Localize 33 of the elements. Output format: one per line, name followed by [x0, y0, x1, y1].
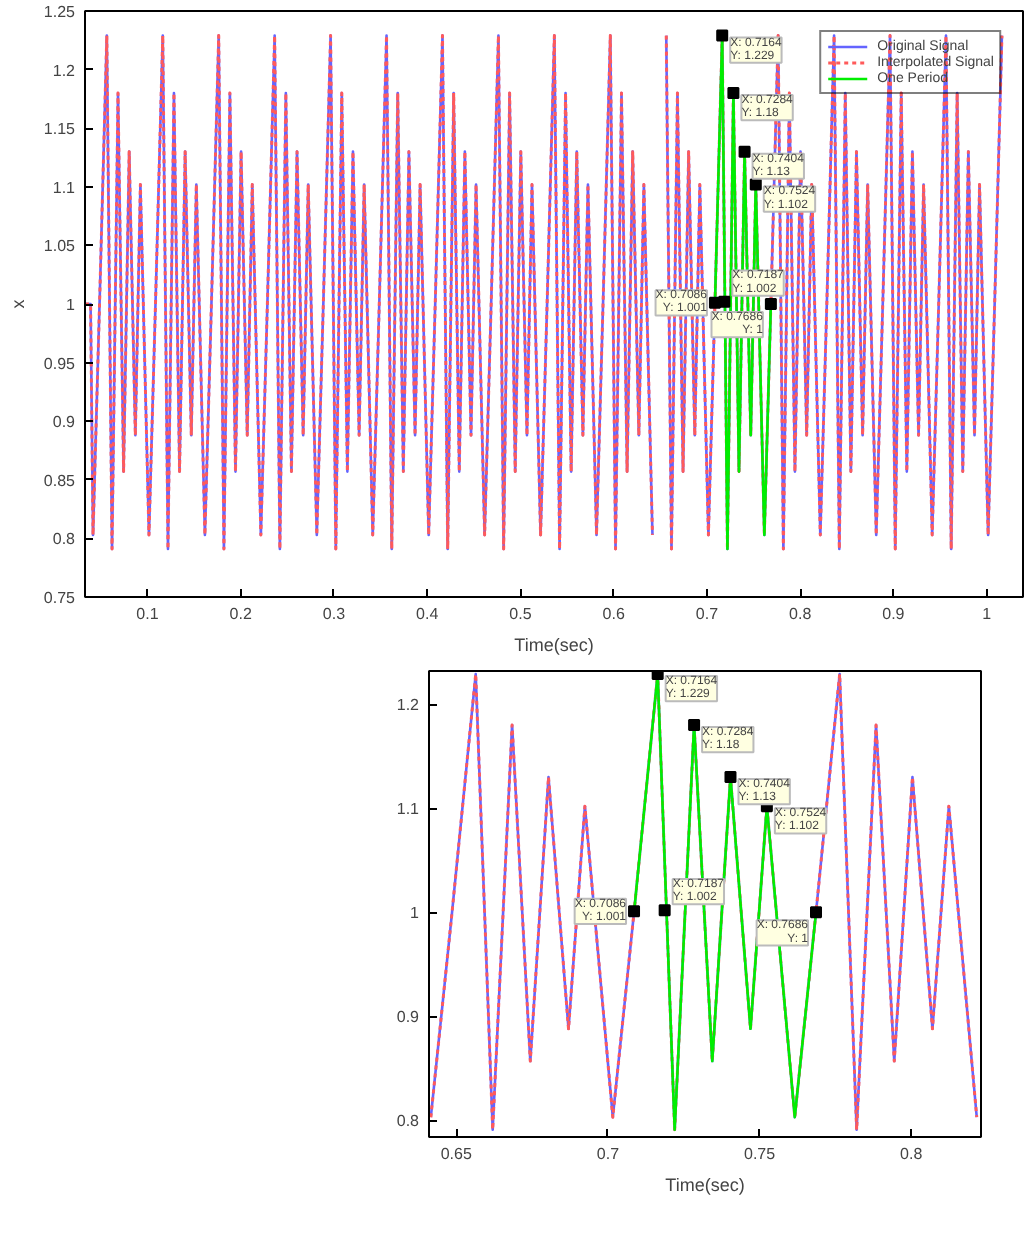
- x-tick-label: 1: [982, 605, 993, 623]
- x-tick-label: 0.7: [596, 1145, 621, 1163]
- x-tick-label: 0.1: [136, 605, 160, 623]
- y-tick-label: 0.9: [396, 1008, 421, 1027]
- y-tick-label: 0.95: [43, 354, 77, 373]
- x-tick-label: 0.75: [744, 1145, 777, 1163]
- x-tick-label: 0.8: [789, 605, 813, 623]
- x-axis-title: Time(sec): [665, 1175, 745, 1195]
- y-tick-label: 1: [66, 296, 77, 314]
- x-tick-label: 0.6: [602, 605, 626, 623]
- x-tick-label: 0.7: [695, 605, 720, 623]
- y-tick-label: 1: [410, 904, 421, 923]
- x-tick-label: 0.5: [509, 605, 533, 623]
- y-tick-label: 0.8: [52, 530, 77, 549]
- x-tick-label: 0.2: [229, 605, 253, 623]
- y-tick-label: 1.1: [396, 800, 421, 819]
- y-tick-label: 1.05: [43, 237, 77, 256]
- x-tick-label: 0.8: [900, 1145, 924, 1163]
- y-tick-label: 1.15: [43, 120, 77, 139]
- x-axis-title: Time(sec): [514, 635, 594, 655]
- x-tick-label: 0.4: [416, 605, 440, 623]
- y-tick-label: 0.85: [43, 471, 77, 490]
- y-tick-label: 0.8: [396, 1112, 421, 1131]
- x-tick-label: 0.9: [882, 605, 906, 623]
- x-tick-label: 0.65: [440, 1145, 473, 1163]
- y-tick-label: 1.1: [52, 178, 77, 197]
- y-tick-label: 0.9: [52, 413, 77, 432]
- y-axis-title: x: [7, 298, 28, 309]
- y-tick-label: 1.2: [52, 61, 77, 80]
- y-tick-label: 1.25: [43, 3, 77, 21]
- x-tick-label: 0.3: [322, 605, 347, 623]
- y-tick-label: 0.75: [43, 589, 77, 607]
- y-tick-label: 1.2: [396, 696, 421, 715]
